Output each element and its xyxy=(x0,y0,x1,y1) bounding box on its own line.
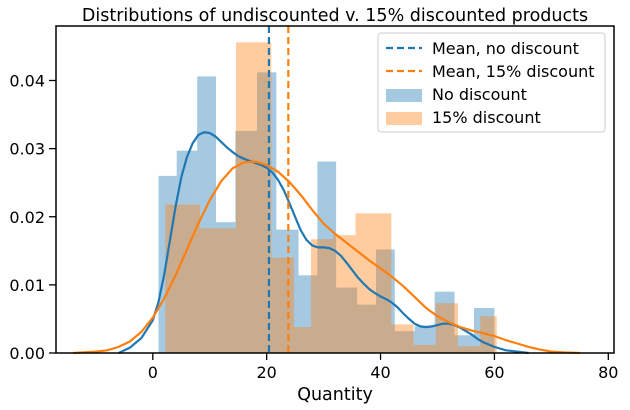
legend-swatch-discount xyxy=(386,112,422,125)
legend-frame xyxy=(377,32,606,133)
y-tick-label: 0.00 xyxy=(9,344,45,363)
hist-bar-no-discount-4 xyxy=(235,130,257,353)
chart-title: Distributions of undiscounted v. 15% dis… xyxy=(82,6,588,26)
legend-swatch-no-discount xyxy=(386,89,422,102)
y-tick-label: 0.01 xyxy=(9,276,45,295)
x-tick-label: 80 xyxy=(598,363,618,382)
hist-bar-no-discount-10 xyxy=(357,304,376,353)
kde-line-no-discount xyxy=(118,131,529,355)
hist-bar-no-discount-2 xyxy=(197,76,216,353)
hist-bar-no-discount-13 xyxy=(414,325,435,353)
hist-bar-no-discount-0 xyxy=(158,175,177,353)
y-ticks: 0.00 0.01 0.02 0.03 0.04 xyxy=(9,72,56,363)
legend-label-discount: 15% discount xyxy=(432,108,541,127)
legend-label-mean-discount: Mean, 15% discount xyxy=(432,62,595,81)
hist-bar-discount-2 xyxy=(235,42,272,353)
hist-bar-discount-0 xyxy=(165,204,201,353)
hist-bar-discount-5 xyxy=(311,239,334,353)
hist-bar-no-discount-15 xyxy=(454,335,474,353)
y-tick-label: 0.03 xyxy=(9,140,45,159)
x-tick-label: 0 xyxy=(148,363,158,382)
y-tick-label: 0.02 xyxy=(9,208,45,227)
hist-bar-discount-10 xyxy=(435,303,458,353)
hist-bar-discount-11 xyxy=(457,346,481,353)
hist-bar-no-discount-8 xyxy=(317,161,337,353)
hist-bar-discount-7 xyxy=(355,213,392,353)
hist-bar-no-discount-3 xyxy=(215,222,236,353)
legend: Mean, no discount Mean, 15% discount No … xyxy=(377,32,606,133)
hist-bar-discount-9 xyxy=(413,344,436,353)
kde-curves xyxy=(73,131,580,355)
kde-line-discount xyxy=(73,160,580,355)
legend-label-no-discount: No discount xyxy=(432,85,527,104)
hist-bar-discount-6 xyxy=(333,235,356,353)
hist-bar-no-discount-14 xyxy=(434,291,455,353)
hist-bar-discount-3 xyxy=(271,257,295,353)
hist-bar-no-discount-5 xyxy=(256,72,277,353)
hist-bar-no-discount-9 xyxy=(336,287,358,353)
hist-bar-no-discount-16 xyxy=(473,308,495,353)
y-tick-label: 0.04 xyxy=(9,72,45,91)
x-tick-label: 60 xyxy=(484,363,504,382)
hist-bar-discount-4 xyxy=(294,327,312,353)
hist-bar-discount-1 xyxy=(200,228,236,353)
hist-bar-discount-8 xyxy=(391,324,414,353)
legend-label-mean-no-discount: Mean, no discount xyxy=(432,39,579,58)
x-tick-label: 40 xyxy=(370,363,390,382)
x-axis-label: Quantity xyxy=(297,385,373,405)
x-ticks: 0 20 40 60 80 xyxy=(148,353,618,382)
plot-frame xyxy=(55,25,615,354)
hist-bar-no-discount-12 xyxy=(394,331,415,353)
hist-bar-no-discount-7 xyxy=(298,275,318,353)
x-tick-label: 20 xyxy=(256,363,276,382)
